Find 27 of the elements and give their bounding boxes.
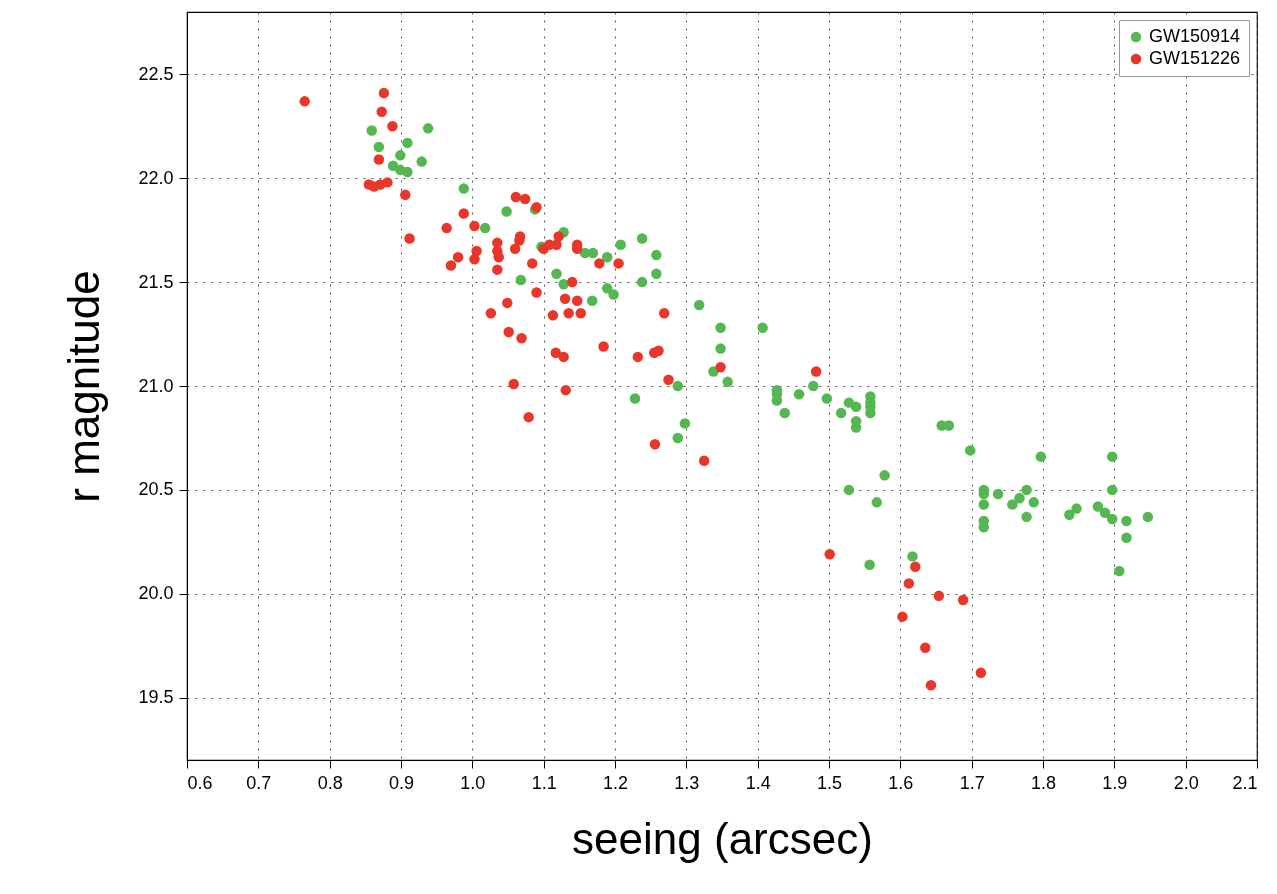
x-tick-label: 2.0 <box>1173 772 1199 793</box>
x-tick-label: 1.5 <box>816 772 843 793</box>
x-tick-label: 0.9 <box>388 772 415 793</box>
y-tick-label: 20.5 <box>138 479 174 500</box>
x-tick-label: 1.0 <box>460 772 486 793</box>
x-tick-label: 1.1 <box>531 772 557 793</box>
y-axis-title: r magnitude <box>59 270 109 503</box>
y-tick-label: 22.5 <box>138 63 174 84</box>
y-tick-label: 21.0 <box>138 375 174 396</box>
x-tick-label: 1.6 <box>888 772 914 793</box>
legend-label: GW150914 <box>1149 26 1241 46</box>
x-tick-label: 0.7 <box>246 772 272 793</box>
x-tick-label: 1.7 <box>959 772 985 793</box>
x-tick-label: 1.3 <box>674 772 700 793</box>
y-tick-label: 20.0 <box>138 583 174 604</box>
x-tick-label: 0.8 <box>317 772 343 793</box>
x-tick-label: 1.8 <box>1030 772 1057 793</box>
x-tick-label: 1.2 <box>602 772 629 793</box>
x-axis-title: seeing (arcsec) <box>572 813 873 863</box>
legend-label: GW151226 <box>1149 48 1241 68</box>
x-tick-label: 1.4 <box>745 772 771 793</box>
x-tick-label: 0.6 <box>187 772 213 793</box>
y-tick-label: 21.5 <box>138 271 174 292</box>
x-tick-label: 2.1 <box>1232 772 1258 793</box>
y-tick-label: 19.5 <box>138 687 174 708</box>
y-tick-label: 22.0 <box>138 167 174 188</box>
x-tick-label: 1.9 <box>1102 772 1128 793</box>
